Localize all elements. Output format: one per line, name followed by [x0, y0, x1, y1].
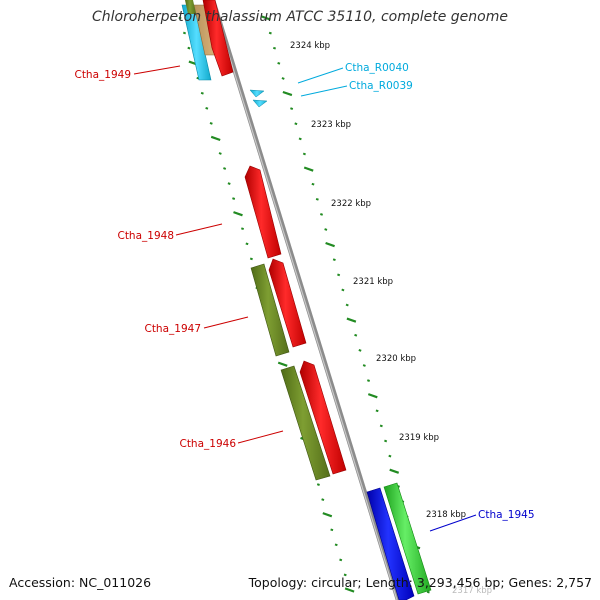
gene-olive-feature-top [185, 0, 196, 14]
accession-text: Accession: NC_011026 [9, 575, 152, 590]
minor-tick [332, 258, 336, 262]
leader-ctha-r0039 [300, 85, 348, 97]
minor-tick [218, 152, 222, 155]
minor-tick [182, 31, 187, 35]
minor-tick [339, 558, 343, 562]
leader-ctha-r0040 [297, 67, 344, 84]
minor-tick [223, 167, 227, 170]
minor-tick [330, 528, 334, 532]
minor-tick [200, 91, 204, 95]
minor-tick [388, 454, 392, 458]
leader-ctha-1948 [175, 223, 223, 236]
minor-tick [311, 182, 315, 186]
minor-tick [334, 543, 338, 547]
minor-tick [426, 590, 430, 594]
minor-tick [337, 273, 341, 277]
minor-tick [321, 498, 325, 502]
gene-olive-1947 [250, 263, 290, 357]
label-ctha-r0039: Ctha_R0039 [349, 80, 413, 92]
genome-summary-text: Topology: circular; Length: 3,293,456 bp… [248, 575, 592, 590]
minor-tick [245, 242, 249, 246]
minor-tick [316, 483, 320, 486]
major-tick [282, 90, 293, 97]
leader-ctha-1945 [429, 514, 477, 532]
minor-tick [298, 137, 302, 141]
minor-tick [354, 333, 358, 337]
leader-ctha-1946 [237, 430, 284, 444]
minor-tick [209, 121, 213, 125]
scale-label-2320: 2320 kbp [376, 354, 416, 364]
gene-green-1945 [383, 482, 432, 595]
major-tick [277, 361, 288, 367]
gene-olive-1946 [280, 365, 331, 481]
gene-ctha-1949-group [181, 0, 234, 81]
page-title: Chloroherpeton thalassium ATCC 35110, co… [92, 9, 508, 25]
minor-tick [232, 197, 236, 200]
scale-label-2317: 2317 kbp [452, 586, 492, 596]
gene-ctha-1949 [202, 0, 234, 77]
minor-tick [315, 197, 319, 201]
minor-tick [343, 573, 347, 577]
scale-label-2322: 2322 kbp [331, 199, 371, 209]
major-tick [233, 211, 243, 217]
trna-ctha-r0040 [249, 89, 265, 98]
gene-ctha-1945-blue [366, 487, 415, 600]
genome-backbone-highlight [211, 0, 398, 600]
scale-labels: 2324 kbp 2323 kbp 2322 kbp 2321 kbp 2320… [290, 41, 492, 596]
major-tick [325, 241, 335, 248]
gene-ctha-1946 [299, 360, 347, 475]
minor-tick [178, 16, 182, 20]
leader-ctha-1947 [203, 316, 249, 329]
trna-ctha-r0039 [252, 99, 268, 108]
gene-ctha-1948 [244, 165, 282, 259]
label-ctha-1945: Ctha_1945 [478, 509, 535, 521]
label-ctha-1949: Ctha_1949 [74, 69, 131, 81]
minor-tick [302, 152, 306, 156]
major-tick [210, 135, 221, 142]
leader-ctha-1949 [133, 65, 181, 75]
minor-tick [358, 348, 362, 352]
minor-tick [187, 46, 191, 50]
major-tick [389, 468, 400, 474]
scale-label-2324: 2324 kbp [290, 41, 330, 51]
major-tick [303, 166, 314, 172]
major-tick [346, 317, 357, 323]
minor-tick [324, 228, 328, 231]
minor-tick [345, 303, 349, 307]
minor-tick [384, 439, 388, 443]
minor-tick [294, 122, 298, 126]
major-tick [367, 393, 378, 399]
minor-tick [375, 409, 379, 413]
minor-tick [240, 227, 245, 231]
minor-tick [290, 107, 294, 111]
label-ctha-1946: Ctha_1946 [179, 438, 236, 450]
minor-tick [281, 77, 285, 80]
label-ctha-1947: Ctha_1947 [144, 323, 201, 335]
scale-label-2323: 2323 kbp [311, 120, 351, 130]
minor-tick [319, 213, 324, 216]
minor-tick [268, 31, 272, 35]
scale-label-2321: 2321 kbp [353, 277, 393, 287]
minor-tick [277, 61, 281, 65]
minor-tick [272, 46, 277, 50]
genome-backbone [210, 0, 401, 600]
major-tick [322, 512, 333, 518]
gene-ctha-1947 [268, 258, 307, 348]
label-ctha-r0040: Ctha_R0040 [345, 62, 409, 74]
label-ctha-1948: Ctha_1948 [117, 230, 174, 242]
minor-tick [341, 288, 345, 292]
minor-tick [362, 364, 366, 367]
major-tick [344, 587, 355, 593]
minor-tick [366, 379, 371, 382]
scale-label-2319: 2319 kbp [399, 433, 439, 443]
major-tick [261, 15, 271, 21]
minor-tick [379, 424, 383, 428]
scale-label-2318: 2318 kbp [426, 510, 466, 520]
minor-tick [205, 106, 209, 110]
minor-tick [227, 182, 231, 185]
minor-tick [249, 257, 253, 261]
